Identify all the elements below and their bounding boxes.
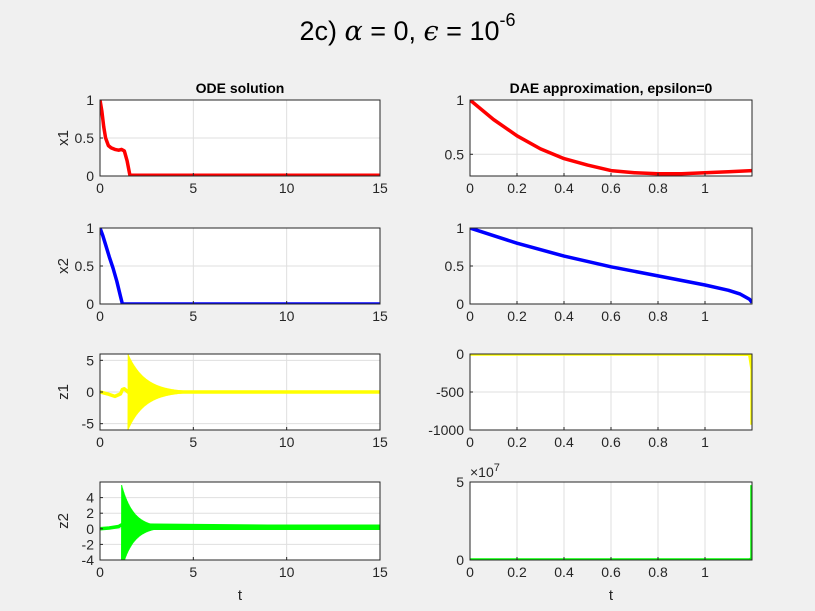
x-tick-label: 0 bbox=[96, 564, 104, 580]
y-tick-label: -5 bbox=[82, 416, 95, 432]
x-tick-label: 1 bbox=[701, 434, 709, 450]
y-tick-label: 0 bbox=[86, 296, 94, 312]
x-tick-label: 15 bbox=[372, 180, 388, 196]
x-tick-label: 15 bbox=[372, 434, 388, 450]
x-axis-label: t bbox=[238, 587, 243, 604]
data-layer bbox=[100, 228, 380, 304]
data-layer bbox=[470, 100, 752, 176]
x-tick-label: 5 bbox=[189, 308, 197, 324]
x-tick-label: 0 bbox=[466, 180, 474, 196]
x-tick-label: 0 bbox=[466, 434, 474, 450]
x-tick-label: 10 bbox=[279, 564, 295, 580]
x-axis-label: t bbox=[609, 587, 614, 604]
series-oscillation bbox=[127, 354, 380, 430]
x-tick-label: 1 bbox=[701, 180, 709, 196]
x-tick-label: 0 bbox=[96, 434, 104, 450]
y-tick-label: -1000 bbox=[428, 422, 464, 438]
series-line bbox=[100, 100, 380, 176]
x-tick-label: 0.8 bbox=[648, 434, 668, 450]
y-tick-label: 1 bbox=[456, 220, 464, 236]
x-tick-label: 0.2 bbox=[507, 180, 527, 196]
y-tick-label: -500 bbox=[436, 384, 464, 400]
x-tick-label: 0 bbox=[466, 564, 474, 580]
x-tick-label: 0.2 bbox=[507, 308, 527, 324]
subplot-dae-x1: 0 0.2 0.4 0.6 0.8 1 0.5 1 DAE approximation, eps… bbox=[445, 80, 753, 196]
x-tick-label: 5 bbox=[189, 434, 197, 450]
x-tick-label: 1 bbox=[701, 564, 709, 580]
x-tick-label: 0.8 bbox=[648, 180, 668, 196]
x-tick-label: 0.6 bbox=[601, 180, 621, 196]
exponent-label: ×107 bbox=[470, 462, 500, 480]
x-tick-label: 5 bbox=[189, 564, 197, 580]
y-tick-label: 4 bbox=[86, 490, 94, 506]
data-layer bbox=[470, 228, 752, 304]
y-tick-label: -4 bbox=[82, 552, 95, 568]
plot-area bbox=[100, 482, 380, 560]
y-tick-label: 1 bbox=[86, 220, 94, 236]
x-tick-label: 1 bbox=[701, 308, 709, 324]
y-axis-label: z1 bbox=[55, 384, 72, 400]
series-line bbox=[100, 228, 380, 304]
x-tick-label: 0 bbox=[466, 308, 474, 324]
subplot-title: DAE approximation, epsilon=0 bbox=[510, 80, 713, 96]
axes-box bbox=[99, 481, 381, 561]
y-tick-label: 5 bbox=[86, 352, 94, 368]
data-layer bbox=[100, 484, 380, 560]
x-tick-label: 0.2 bbox=[507, 434, 527, 450]
y-axis-label: x2 bbox=[55, 258, 72, 274]
y-tick-label: 0 bbox=[86, 168, 94, 184]
series-line bbox=[100, 387, 380, 399]
x-tick-label: 0.2 bbox=[507, 564, 527, 580]
x-tick-label: 0.8 bbox=[648, 564, 668, 580]
y-axis-label: z2 bbox=[55, 513, 72, 529]
y-tick-label: 0 bbox=[86, 384, 94, 400]
x-tick-label: 0.6 bbox=[601, 564, 621, 580]
subplot-dae-z1: 0 0.2 0.4 0.6 0.8 1 -1000 -500 0 bbox=[428, 346, 753, 450]
y-tick-label: 0 bbox=[456, 296, 464, 312]
x-tick-label: 0.4 bbox=[554, 308, 574, 324]
x-tick-label: 0 bbox=[96, 308, 104, 324]
x-tick-label: 0 bbox=[96, 180, 104, 196]
series-line bbox=[470, 100, 752, 176]
y-tick-label: 0.5 bbox=[75, 258, 95, 274]
subplot-dae-x2: 0 0.2 0.4 0.6 0.8 1 0 0.5 1 bbox=[445, 220, 753, 324]
series-line bbox=[470, 228, 752, 304]
x-tick-label: 0.6 bbox=[601, 434, 621, 450]
y-tick-label: 0 bbox=[456, 552, 464, 568]
x-tick-label: 5 bbox=[189, 180, 197, 196]
x-tick-label: 0.4 bbox=[554, 434, 574, 450]
x-tick-label: 10 bbox=[279, 180, 295, 196]
x-tick-label: 10 bbox=[279, 434, 295, 450]
subplot-ode-x2: 0 5 10 15 0 0.5 1 x2 bbox=[55, 220, 388, 324]
x-tick-label: 15 bbox=[372, 308, 388, 324]
y-tick-label: 0.5 bbox=[445, 258, 465, 274]
x-tick-label: 0.4 bbox=[554, 564, 574, 580]
y-tick-label: -2 bbox=[82, 536, 95, 552]
x-tick-label: 0.4 bbox=[554, 180, 574, 196]
y-tick-label: 1 bbox=[456, 92, 464, 108]
data-layer bbox=[100, 100, 380, 176]
series-oscillation bbox=[121, 484, 380, 560]
x-tick-label: 10 bbox=[279, 308, 295, 324]
y-tick-label: 0.5 bbox=[445, 146, 465, 162]
subplot-ode-x1: 0 5 10 15 0 0.5 1 ODE solution x1 bbox=[55, 80, 388, 196]
y-tick-label: 0 bbox=[456, 346, 464, 362]
y-tick-label: 1 bbox=[86, 92, 94, 108]
y-axis-label: x1 bbox=[55, 130, 72, 146]
x-tick-label: 0.6 bbox=[601, 308, 621, 324]
y-tick-label: 0.5 bbox=[75, 130, 95, 146]
data-layer bbox=[100, 354, 380, 430]
y-tick-label: 2 bbox=[86, 505, 94, 521]
figure-title: 2c) α = 0, ϵ = 10-6 bbox=[299, 10, 516, 47]
x-tick-label: 15 bbox=[372, 564, 388, 580]
subplot-dae-z2: 0 0.2 0.4 0.6 0.8 1 0 5 ×107 t bbox=[456, 462, 753, 604]
subplot-title: ODE solution bbox=[196, 80, 285, 96]
x-tick-label: 0.8 bbox=[648, 308, 668, 324]
y-tick-label: 0 bbox=[86, 521, 94, 537]
y-tick-label: 5 bbox=[456, 474, 464, 490]
